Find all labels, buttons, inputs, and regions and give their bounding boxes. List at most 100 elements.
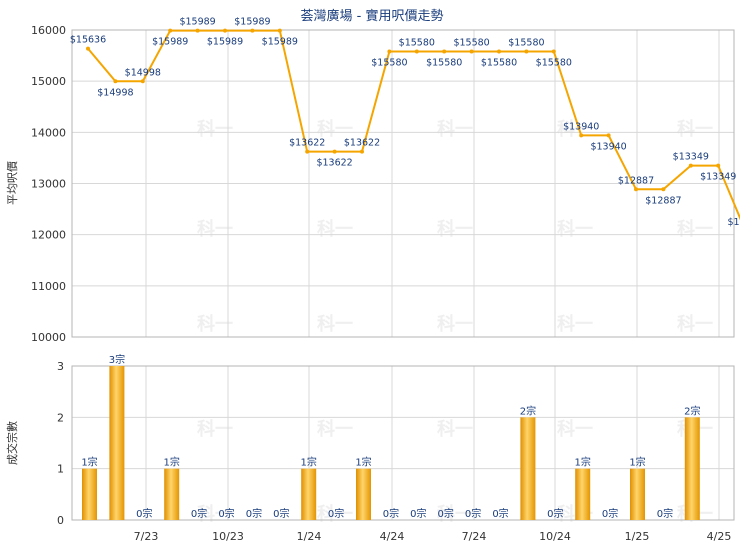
volume-label-14: 0宗	[465, 507, 481, 520]
watermark-text-0: 科一	[197, 118, 233, 140]
volume-bar-20	[630, 468, 645, 520]
volume-bar-16	[520, 417, 536, 520]
volume-label-9: 0宗	[328, 507, 344, 520]
price-label-21: $12887	[645, 195, 681, 206]
volume-label-7: 0宗	[273, 507, 289, 520]
volume-y-ticks: 0 1 2 3	[57, 360, 64, 527]
price-point-14	[469, 49, 474, 54]
x-tick-6: 1/25	[625, 530, 650, 543]
price-label-12: $15580	[399, 37, 435, 48]
watermark-text-17: 科一	[437, 418, 473, 440]
watermark-text-16: 科一	[317, 418, 353, 440]
price-point-8	[305, 149, 310, 154]
volume-bar-0	[82, 468, 97, 520]
price-point-20	[634, 187, 638, 192]
volume-label-16: 2宗	[520, 404, 536, 417]
price-point-19	[606, 133, 611, 138]
price-point-1	[113, 79, 118, 84]
price-label-3: $15989	[152, 37, 188, 48]
price-label-0: $15636	[70, 35, 106, 46]
price-grid	[72, 29, 734, 338]
price-y-tick-2: 12000	[31, 229, 66, 242]
watermark-text-10: 科一	[197, 313, 233, 335]
volume-label-11: 0宗	[383, 507, 399, 520]
volume-label-22: 2宗	[684, 404, 700, 417]
volume-y-tick-1: 1	[57, 463, 64, 476]
x-tick-7: 4/25	[707, 530, 732, 543]
watermark-text-15: 科一	[197, 418, 233, 440]
price-label-9: $13622	[316, 158, 352, 169]
chart-title: 荟灣廣場 - 實用呎價走勢	[301, 8, 444, 24]
volume-label-19: 0宗	[602, 507, 618, 520]
watermark-text-1: 科一	[317, 118, 353, 140]
volume-label-2: 0宗	[136, 507, 152, 520]
watermark-text-9: 科一	[677, 218, 713, 240]
price-point-13	[442, 49, 447, 54]
price-point-3	[168, 28, 173, 33]
volume-bar-3	[164, 468, 180, 520]
price-y-tick-1: 11000	[31, 280, 66, 293]
volume-y-axis-label: 成交宗數	[5, 421, 19, 465]
price-point-16	[524, 49, 529, 54]
watermark-text-8: 科一	[557, 218, 593, 240]
price-y-tick-4: 14000	[31, 126, 66, 139]
x-axis-ticks: 7/23 10/23 1/24 4/24 7/24 10/24 1/25 4/25	[134, 530, 732, 543]
price-point-17	[551, 49, 556, 54]
volume-label-17: 0宗	[547, 507, 563, 520]
price-label-20: $12887	[618, 175, 654, 186]
price-plot-frame	[71, 29, 735, 338]
volume-y-tick-0: 0	[57, 514, 64, 527]
price-label-16: $15580	[508, 37, 544, 48]
volume-label-0: 1宗	[81, 456, 97, 469]
price-label-6: $15989	[234, 17, 270, 28]
price-label-10: $13622	[344, 138, 380, 149]
price-y-tick-3: 13000	[31, 178, 66, 191]
price-label-19: $13940	[590, 141, 626, 152]
watermark-text-7: 科一	[437, 218, 473, 240]
price-point-0	[86, 46, 90, 51]
price-label-5: $15989	[207, 37, 243, 48]
price-y-axis-label: 平均呎價	[5, 161, 19, 205]
price-point-7	[277, 28, 282, 33]
price-label-23: $13349	[700, 172, 736, 183]
price-point-5	[223, 28, 227, 33]
price-series-line	[87, 29, 740, 221]
price-point-22	[688, 163, 693, 168]
price-point-23	[716, 163, 721, 168]
volume-label-1: 3宗	[109, 353, 125, 366]
price-point-2	[140, 79, 145, 84]
watermark-text-18: 科一	[557, 418, 593, 440]
price-y-ticks: 10000 11000 12000 13000 14000 15000 16000	[31, 24, 66, 344]
price-point-15	[497, 49, 501, 54]
price-label-11: $15580	[371, 57, 407, 68]
volume-label-6: 0宗	[246, 507, 262, 520]
price-label-24: $12067	[727, 217, 740, 228]
price-label-15: $15580	[481, 57, 517, 68]
volume-label-13: 0宗	[438, 507, 454, 520]
x-tick-1: 10/23	[212, 530, 244, 543]
price-point-6	[250, 28, 255, 33]
volume-label-18: 1宗	[575, 456, 591, 469]
price-label-4: $15989	[179, 17, 215, 28]
watermark-text-11: 科一	[317, 313, 353, 335]
volume-plot-frame	[71, 365, 735, 521]
volume-bar-18	[575, 468, 591, 520]
price-label-14: $15580	[453, 37, 489, 48]
x-tick-4: 7/24	[462, 530, 487, 543]
price-point-18	[579, 133, 584, 138]
watermark-text-2: 科一	[437, 118, 473, 140]
x-tick-3: 4/24	[380, 530, 405, 543]
watermark-text-6: 科一	[317, 218, 353, 240]
price-label-13: $15580	[426, 57, 462, 68]
volume-bar-10	[356, 468, 371, 520]
volume-label-5: 0宗	[218, 507, 234, 520]
volume-bar-22	[684, 417, 700, 520]
x-tick-2: 1/24	[297, 530, 322, 543]
price-point-12	[414, 49, 419, 54]
price-points: $15636 $14998 $14998 $15989 $15989 $15989 $159…	[70, 17, 740, 229]
price-label-1: $14998	[97, 87, 133, 98]
price-y-tick-0: 10000	[31, 331, 66, 344]
price-label-17: $15580	[536, 57, 572, 68]
